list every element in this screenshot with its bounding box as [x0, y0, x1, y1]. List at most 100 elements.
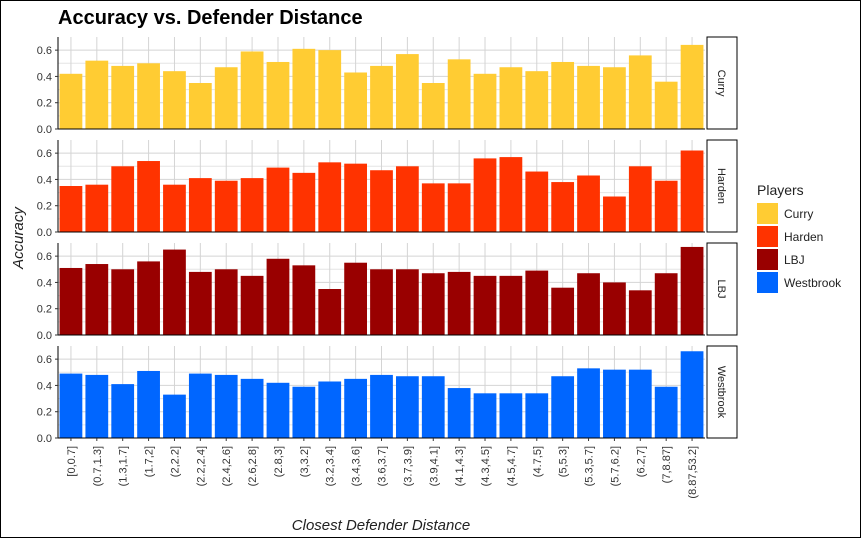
bar-westbrook-11	[344, 378, 367, 438]
y-tick-label: 0.6	[37, 251, 52, 263]
bar-curry-19	[551, 61, 575, 129]
facet-panels: 0.00.20.40.6Curry0.00.20.40.6Harden0.00.…	[37, 36, 738, 445]
x-tick-label: (3.2,3.4]	[325, 446, 337, 486]
bar-westbrook-4	[163, 394, 186, 438]
x-tick-label: (6.2,7]	[635, 446, 647, 477]
y-tick-label: 0.2	[37, 201, 52, 213]
legend-swatch-curry	[757, 203, 778, 224]
y-tick-label: 0.4	[37, 71, 52, 83]
bar-curry-15	[447, 59, 471, 130]
bar-curry-0	[59, 73, 83, 129]
legend-swatch-lbj	[757, 249, 778, 270]
bar-westbrook-14	[421, 376, 445, 438]
x-tick-label: (2.8,3]	[273, 446, 285, 477]
y-tick-label: 0.0	[37, 227, 52, 239]
y-tick-label: 0.6	[37, 45, 52, 57]
panel-harden: 0.0 0.2 0.4 0.6 Harden	[37, 139, 738, 239]
bar-lbj-10	[318, 289, 342, 335]
bar-westbrook-15	[447, 388, 471, 438]
x-tick-label: (2.4,2.6]	[221, 446, 233, 486]
legend-label: LBJ	[784, 253, 805, 267]
bar-lbj-17	[499, 275, 523, 335]
bar-curry-22	[628, 55, 652, 129]
x-tick-label: (3.4,3.6]	[351, 446, 363, 486]
x-tick-label: (4.3,4.5]	[480, 446, 492, 486]
x-tick-label: (4.1,4.3]	[454, 446, 466, 486]
bar-curry-24	[680, 44, 704, 129]
bar-harden-14	[421, 183, 445, 232]
bar-curry-21	[603, 67, 626, 129]
bar-lbj-22	[628, 290, 652, 335]
bar-curry-4	[163, 71, 186, 129]
x-tick-label: (4.7,5]	[532, 446, 544, 477]
bar-westbrook-19	[551, 376, 575, 438]
y-tick-label: 0.2	[37, 407, 52, 419]
bar-lbj-1	[85, 264, 109, 335]
facet-strip-harden	[706, 139, 738, 233]
bar-lbj-16	[473, 275, 497, 335]
facet-strip-westbrook	[706, 345, 738, 439]
legend-swatch-harden	[757, 226, 778, 247]
bar-westbrook-7	[240, 378, 264, 438]
bar-curry-9	[292, 48, 316, 129]
bar-westbrook-20	[577, 368, 600, 438]
legend-title: Players	[757, 182, 804, 198]
bar-westbrook-10	[318, 381, 342, 438]
y-tick-label: 0.4	[37, 277, 52, 289]
bar-westbrook-24	[680, 351, 704, 438]
x-tick-label: (7,8.87]	[661, 446, 673, 483]
bar-westbrook-16	[473, 393, 497, 438]
bar-harden-3	[137, 161, 160, 232]
bar-lbj-21	[603, 282, 626, 335]
bar-westbrook-22	[628, 369, 652, 438]
bar-westbrook-2	[111, 384, 135, 438]
bar-westbrook-3	[137, 370, 160, 438]
x-tick-label: (4.5,4.7]	[506, 446, 518, 486]
facet-strip-label: Westbrook	[715, 366, 727, 419]
bar-harden-6	[214, 180, 238, 232]
bar-westbrook-13	[395, 376, 419, 438]
bar-westbrook-9	[292, 386, 316, 438]
y-tick-label: 0.2	[37, 98, 52, 110]
x-tick-label: (2.2,2.4]	[195, 446, 207, 486]
bar-lbj-7	[240, 275, 264, 335]
bar-lbj-24	[680, 246, 704, 335]
bar-curry-1	[85, 60, 109, 129]
bar-harden-24	[680, 150, 704, 232]
bar-westbrook-17	[499, 393, 523, 438]
bar-westbrook-21	[603, 369, 626, 438]
panel-lbj: 0.0 0.2 0.4 0.6 LBJ	[37, 242, 738, 342]
bar-westbrook-8	[266, 382, 290, 438]
x-tick-label: (3,3.2]	[299, 446, 311, 477]
bar-curry-16	[473, 73, 497, 129]
bar-harden-22	[628, 166, 652, 232]
bar-curry-8	[266, 61, 290, 129]
bar-lbj-13	[395, 269, 419, 335]
y-tick-label: 0.0	[37, 330, 52, 342]
bar-curry-12	[370, 65, 393, 129]
bar-westbrook-6	[214, 374, 238, 438]
y-tick-label: 0.6	[37, 148, 52, 160]
bar-harden-18	[525, 171, 549, 232]
bar-curry-7	[240, 51, 264, 129]
y-tick-label: 0.4	[37, 174, 52, 186]
bar-lbj-2	[111, 269, 135, 335]
bar-lbj-4	[163, 249, 186, 335]
bar-harden-19	[551, 182, 575, 232]
facet-strip-label: LBJ	[715, 280, 727, 299]
bar-curry-23	[654, 81, 678, 129]
x-tick-label: (3.6,3.7]	[377, 446, 389, 486]
legend-label: Curry	[784, 207, 813, 221]
y-tick-label: 0.6	[37, 354, 52, 366]
panel-westbrook: 0.0 0.2 0.4 0.6 Westbrook	[37, 345, 738, 445]
bar-curry-3	[137, 63, 160, 129]
x-tick-label: (0.7,1.3]	[92, 446, 104, 486]
chart-title: Accuracy vs. Defender Distance	[58, 7, 363, 29]
bar-harden-16	[473, 158, 497, 232]
panel-curry: 0.0 0.2 0.4 0.6 Curry	[37, 36, 738, 136]
bar-westbrook-5	[188, 373, 212, 438]
legend-label: Westbrook	[784, 276, 842, 290]
bar-lbj-19	[551, 287, 575, 335]
x-tick-label: (5,5.3]	[558, 446, 570, 477]
